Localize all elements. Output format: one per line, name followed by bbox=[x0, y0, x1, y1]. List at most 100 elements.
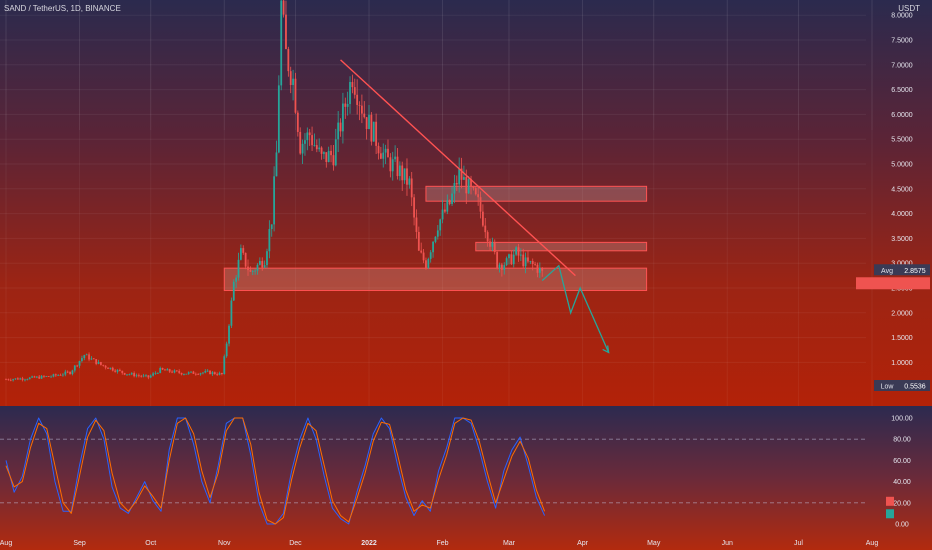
candle-body bbox=[384, 148, 387, 153]
candle-body bbox=[346, 103, 349, 107]
candle-body bbox=[149, 375, 152, 378]
candle-body bbox=[171, 371, 173, 373]
candle-body bbox=[425, 260, 427, 268]
candle-body bbox=[183, 374, 185, 375]
price-tick-label: 7.0000 bbox=[891, 62, 913, 69]
candle-body bbox=[394, 156, 397, 160]
candle-body bbox=[5, 379, 7, 381]
candle-body bbox=[258, 261, 261, 265]
price-y-axis: 1.00001.50002.00002.50003.00003.50004.00… bbox=[891, 13, 913, 367]
candle-body bbox=[472, 186, 475, 189]
symbol-header: SAND / TetherUS, 1D, BINANCE bbox=[4, 4, 121, 13]
candle-body bbox=[52, 374, 55, 377]
avg-label: Avg bbox=[881, 268, 893, 275]
candle-body bbox=[225, 343, 228, 357]
candle-body bbox=[47, 376, 50, 377]
candle-body bbox=[527, 257, 529, 262]
candle-body bbox=[97, 362, 100, 364]
candle-body bbox=[465, 177, 468, 194]
candle-body bbox=[503, 265, 506, 270]
time-tick-label: Dec bbox=[289, 540, 302, 547]
candle-body bbox=[500, 264, 503, 270]
candle-body bbox=[202, 372, 204, 374]
candle-body bbox=[14, 378, 17, 380]
candle-body bbox=[28, 377, 31, 380]
price-chart[interactable]: 1.00001.50002.00002.50003.00003.50004.00… bbox=[0, 0, 932, 406]
candle-body bbox=[292, 78, 294, 85]
candle-body bbox=[519, 254, 522, 256]
candle-body bbox=[187, 372, 190, 374]
candle-body bbox=[505, 258, 508, 266]
projection-arrowhead bbox=[602, 345, 610, 354]
oscillator-y-axis: 0.00 20.00 40.00 60.00 80.00 100.00 bbox=[886, 416, 913, 529]
candle-body bbox=[7, 379, 10, 381]
oscillator-tick-label: 80.00 bbox=[893, 437, 911, 444]
candle-body bbox=[436, 230, 439, 237]
candle-body bbox=[420, 250, 423, 253]
candle-body bbox=[64, 371, 67, 375]
time-tick-label: Jun bbox=[722, 540, 733, 547]
oscillator-chart[interactable]: 0.00 20.00 40.00 60.00 80.00 100.00 Aug Sep Oct… bbox=[0, 406, 932, 550]
candle-body bbox=[102, 364, 105, 366]
candle-body bbox=[213, 372, 216, 375]
candle-body bbox=[83, 355, 86, 359]
candle-body bbox=[33, 376, 36, 378]
candle-body bbox=[268, 229, 271, 252]
candle-body bbox=[118, 369, 121, 371]
candle-body bbox=[270, 224, 273, 230]
candle-body bbox=[311, 135, 313, 146]
candle-body bbox=[477, 194, 480, 198]
candle-body bbox=[453, 183, 456, 194]
candle-body bbox=[301, 143, 304, 154]
time-tick-label: Apr bbox=[577, 540, 589, 547]
candle-body bbox=[111, 367, 114, 371]
candle-body bbox=[277, 85, 280, 153]
candle-body bbox=[451, 193, 453, 204]
candle-body bbox=[73, 365, 76, 371]
oscillator-tick-label: 60.00 bbox=[893, 458, 911, 465]
candle-body bbox=[152, 373, 155, 376]
candle-body bbox=[467, 179, 470, 194]
candle-body bbox=[204, 371, 207, 373]
candle-body bbox=[417, 231, 420, 251]
candle-body bbox=[406, 168, 408, 185]
candle-body bbox=[458, 168, 461, 185]
candle-body bbox=[31, 376, 33, 378]
candle-body bbox=[489, 241, 491, 247]
candle-body bbox=[536, 264, 539, 273]
oscillator-grid bbox=[0, 438, 866, 504]
candle-body bbox=[432, 241, 434, 253]
projection-path bbox=[541, 264, 610, 353]
candle-body bbox=[370, 114, 373, 142]
candle-body bbox=[263, 265, 266, 268]
candle-body bbox=[375, 121, 378, 146]
candle-body bbox=[275, 152, 278, 177]
oscillator-tick-label: 40.00 bbox=[893, 479, 911, 486]
candle-body bbox=[12, 379, 15, 381]
candle-body bbox=[239, 248, 242, 260]
price-tick-label: 6.0000 bbox=[891, 112, 913, 119]
candle-body bbox=[524, 257, 527, 267]
candle-body bbox=[479, 197, 482, 212]
candle-body bbox=[114, 370, 117, 372]
price-tick-label: 2.0000 bbox=[891, 310, 913, 317]
price-tick-label: 1.0000 bbox=[891, 360, 913, 367]
candle-body bbox=[54, 374, 57, 376]
candle-body bbox=[408, 178, 411, 185]
candle-body bbox=[444, 209, 446, 212]
oscillator-tick-label: 20.00 bbox=[893, 500, 911, 507]
osc-marker-d bbox=[886, 496, 894, 506]
candle-body bbox=[59, 374, 62, 376]
candle-body bbox=[337, 122, 340, 140]
candle-body bbox=[76, 365, 79, 367]
candle-body bbox=[142, 375, 145, 377]
candle-body bbox=[175, 370, 178, 372]
low-value: 0.5536 bbox=[904, 384, 926, 391]
candle-body bbox=[92, 358, 95, 360]
candle-body bbox=[455, 183, 458, 185]
candle-body bbox=[197, 374, 200, 375]
time-tick-label: Aug bbox=[866, 540, 879, 547]
candle-body bbox=[484, 225, 487, 233]
candle-body bbox=[285, 14, 287, 50]
